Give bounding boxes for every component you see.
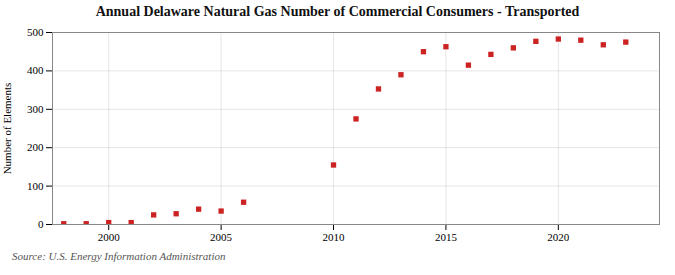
svg-text:2005: 2005 (210, 231, 233, 243)
svg-text:400: 400 (27, 64, 44, 76)
svg-text:500: 500 (27, 26, 44, 38)
svg-text:2010: 2010 (323, 231, 346, 243)
svg-text:100: 100 (27, 180, 44, 192)
svg-text:300: 300 (27, 103, 44, 115)
svg-text:2000: 2000 (98, 231, 121, 243)
svg-text:2015: 2015 (435, 231, 458, 243)
svg-text:0: 0 (38, 218, 44, 230)
html-text:Annual Delaware Natural Gas Nu: Annual Delaware Natural Gas Number of Co… (95, 4, 580, 19)
html-text:Source: U.S. Energy Informatio: Source: U.S. Energy Information Administ… (12, 250, 226, 262)
svg-text:200: 200 (27, 141, 44, 153)
svg-text:2020: 2020 (547, 231, 570, 243)
svg-text:Number of Elements: Number of Elements (1, 83, 13, 175)
